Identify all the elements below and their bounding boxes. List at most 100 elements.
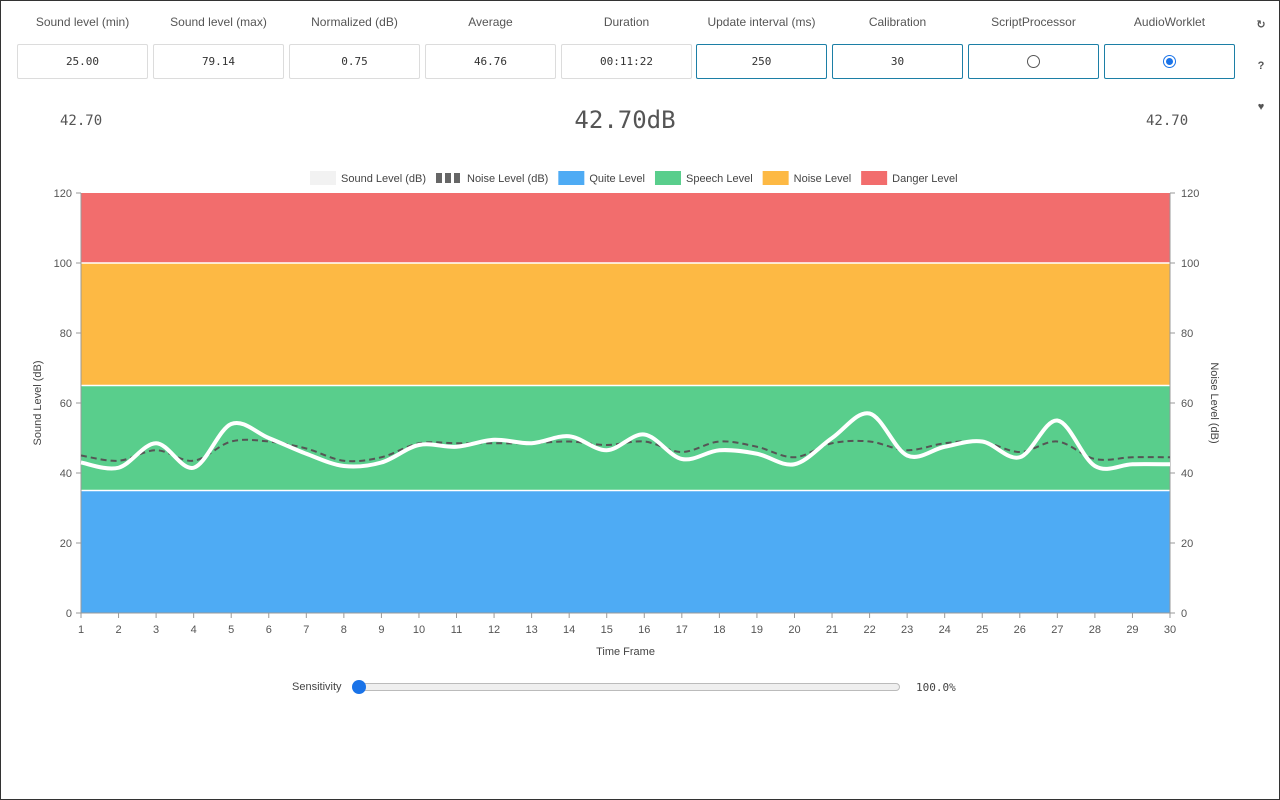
- y-tick-label-left: 100: [54, 258, 72, 270]
- series-noise-level-line: [80, 438, 1171, 463]
- processor-label: ScriptProcessor: [991, 15, 1076, 29]
- x-tick-label: 7: [303, 624, 309, 636]
- x-tick-label: 15: [601, 624, 613, 636]
- x-tick-label: 13: [525, 624, 537, 636]
- update-interval-input[interactable]: 250: [696, 44, 827, 79]
- legend-swatch: [310, 171, 336, 185]
- y-tick-label-left: 120: [54, 188, 72, 200]
- band-speech-level: [81, 385, 1170, 491]
- y-tick-label-left: 0: [66, 608, 72, 620]
- legend-label: Noise Level: [794, 173, 851, 185]
- stat-update-interval[interactable]: Update interval (ms) 250: [696, 1, 827, 81]
- processor-script[interactable]: ScriptProcessor: [968, 1, 1099, 81]
- stat-value: 0.75: [289, 44, 420, 79]
- band-quite-level: [81, 490, 1170, 613]
- sensitivity-label: Sensitivity: [292, 681, 342, 693]
- y-tick-label-left: 80: [60, 328, 72, 340]
- y-tick-label-left: 20: [60, 538, 72, 550]
- script-processor-radio[interactable]: [1027, 55, 1040, 68]
- y-tick-label-right: 0: [1181, 608, 1187, 620]
- audio-worklet-option[interactable]: [1104, 44, 1235, 79]
- x-tick-label: 9: [378, 624, 384, 636]
- legend-swatch: [861, 171, 888, 185]
- script-processor-option[interactable]: [968, 44, 1099, 79]
- sensitivity-slider-track[interactable]: [360, 683, 900, 691]
- x-tick-label: 22: [863, 624, 875, 636]
- y-tick-label-right: 20: [1181, 538, 1193, 550]
- sensitivity-value: 100.0%: [916, 681, 956, 694]
- sound-level-chart: Sound Level (dB) Noise Level (dB) Quite Le…: [1, 161, 1249, 671]
- legend-swatch: [762, 171, 789, 185]
- y-tick-label-right: 40: [1181, 468, 1193, 480]
- readout-right: 42.70: [1146, 113, 1189, 129]
- help-icon[interactable]: ?: [1257, 60, 1265, 72]
- readout-main: 42.70dB: [574, 106, 676, 134]
- stat-value: 25.00: [17, 44, 148, 79]
- x-tick-label: 18: [713, 624, 725, 636]
- sensitivity-slider-thumb[interactable]: [352, 680, 366, 694]
- y-tick-label-right: 80: [1181, 328, 1193, 340]
- stat-label: Sound level (max): [170, 15, 267, 29]
- y-tick-label-left: 40: [60, 468, 72, 480]
- x-tick-label: 4: [191, 624, 197, 636]
- x-tick-label: 6: [266, 624, 272, 636]
- legend-label: Danger Level: [892, 173, 957, 185]
- x-tick-label: 2: [115, 624, 121, 636]
- stats-bar: Sound level (min) 25.00 Sound level (max…: [17, 1, 1235, 81]
- x-tick-label: 29: [1126, 624, 1138, 636]
- stat-sound-min: Sound level (min) 25.00: [17, 1, 148, 81]
- y-tick-label-left: 60: [60, 398, 72, 410]
- x-tick-label: 8: [341, 624, 347, 636]
- legend-label: Quite Level: [589, 173, 645, 185]
- x-tick-label: 28: [1089, 624, 1101, 636]
- stat-average: Average 46.76: [425, 1, 556, 81]
- x-tick-label: 23: [901, 624, 913, 636]
- refresh-icon[interactable]: ↻: [1256, 18, 1266, 31]
- stat-label: Sound level (min): [35, 15, 130, 29]
- audio-worklet-radio[interactable]: [1163, 55, 1176, 68]
- stat-sound-max: Sound level (max) 79.14: [153, 1, 284, 81]
- stat-value: 00:11:22: [561, 44, 692, 79]
- band-noise-level: [81, 263, 1170, 386]
- series-sound-level-line: [80, 411, 1171, 471]
- x-tick-label: 20: [788, 624, 800, 636]
- legend-label: Noise Level (dB): [467, 173, 548, 185]
- y-tick-label-right: 100: [1181, 258, 1199, 270]
- x-tick-label: 14: [563, 624, 575, 636]
- legend-label: Sound Level (dB): [341, 173, 426, 185]
- processor-label: AudioWorklet: [1133, 15, 1206, 29]
- stat-label: Average: [468, 15, 513, 29]
- band-danger-level: [81, 193, 1170, 263]
- x-tick-label: 11: [451, 624, 462, 636]
- x-tick-label: 25: [976, 624, 988, 636]
- x-tick-label: 1: [78, 624, 84, 636]
- stat-calibration[interactable]: Calibration 30: [832, 1, 963, 81]
- y-tick-label-right: 60: [1181, 398, 1193, 410]
- x-tick-label: 5: [228, 624, 234, 636]
- legend-swatch: [558, 171, 585, 185]
- calibration-input[interactable]: 30: [832, 44, 963, 79]
- x-tick-label: 27: [1051, 624, 1063, 636]
- x-tick-label: 3: [153, 624, 159, 636]
- stat-value: 79.14: [153, 44, 284, 79]
- processor-worklet[interactable]: AudioWorklet: [1104, 1, 1235, 81]
- x-tick-label: 12: [488, 624, 500, 636]
- x-tick-label: 21: [826, 624, 838, 636]
- legend-label: Speech Level: [686, 173, 753, 185]
- stat-value: 46.76: [425, 44, 556, 79]
- y2-axis-label: Noise Level (dB): [1208, 362, 1220, 443]
- x-axis-label: Time Frame: [596, 646, 655, 658]
- x-tick-label: 16: [638, 624, 650, 636]
- heart-icon[interactable]: ♥: [1257, 101, 1265, 113]
- stat-label: Calibration: [868, 15, 927, 29]
- sensitivity-control: Sensitivity 100.0%: [1, 671, 1280, 701]
- x-tick-label: 19: [751, 624, 763, 636]
- y-tick-label-right: 120: [1181, 188, 1199, 200]
- x-tick-label: 24: [939, 624, 951, 636]
- y-axis-label: Sound Level (dB): [32, 361, 44, 446]
- legend-swatch: [654, 171, 681, 185]
- readout-left: 42.70: [60, 113, 103, 129]
- x-tick-label: 17: [676, 624, 688, 636]
- stat-duration: Duration 00:11:22: [561, 1, 692, 81]
- stat-label: Normalized (dB): [311, 15, 398, 29]
